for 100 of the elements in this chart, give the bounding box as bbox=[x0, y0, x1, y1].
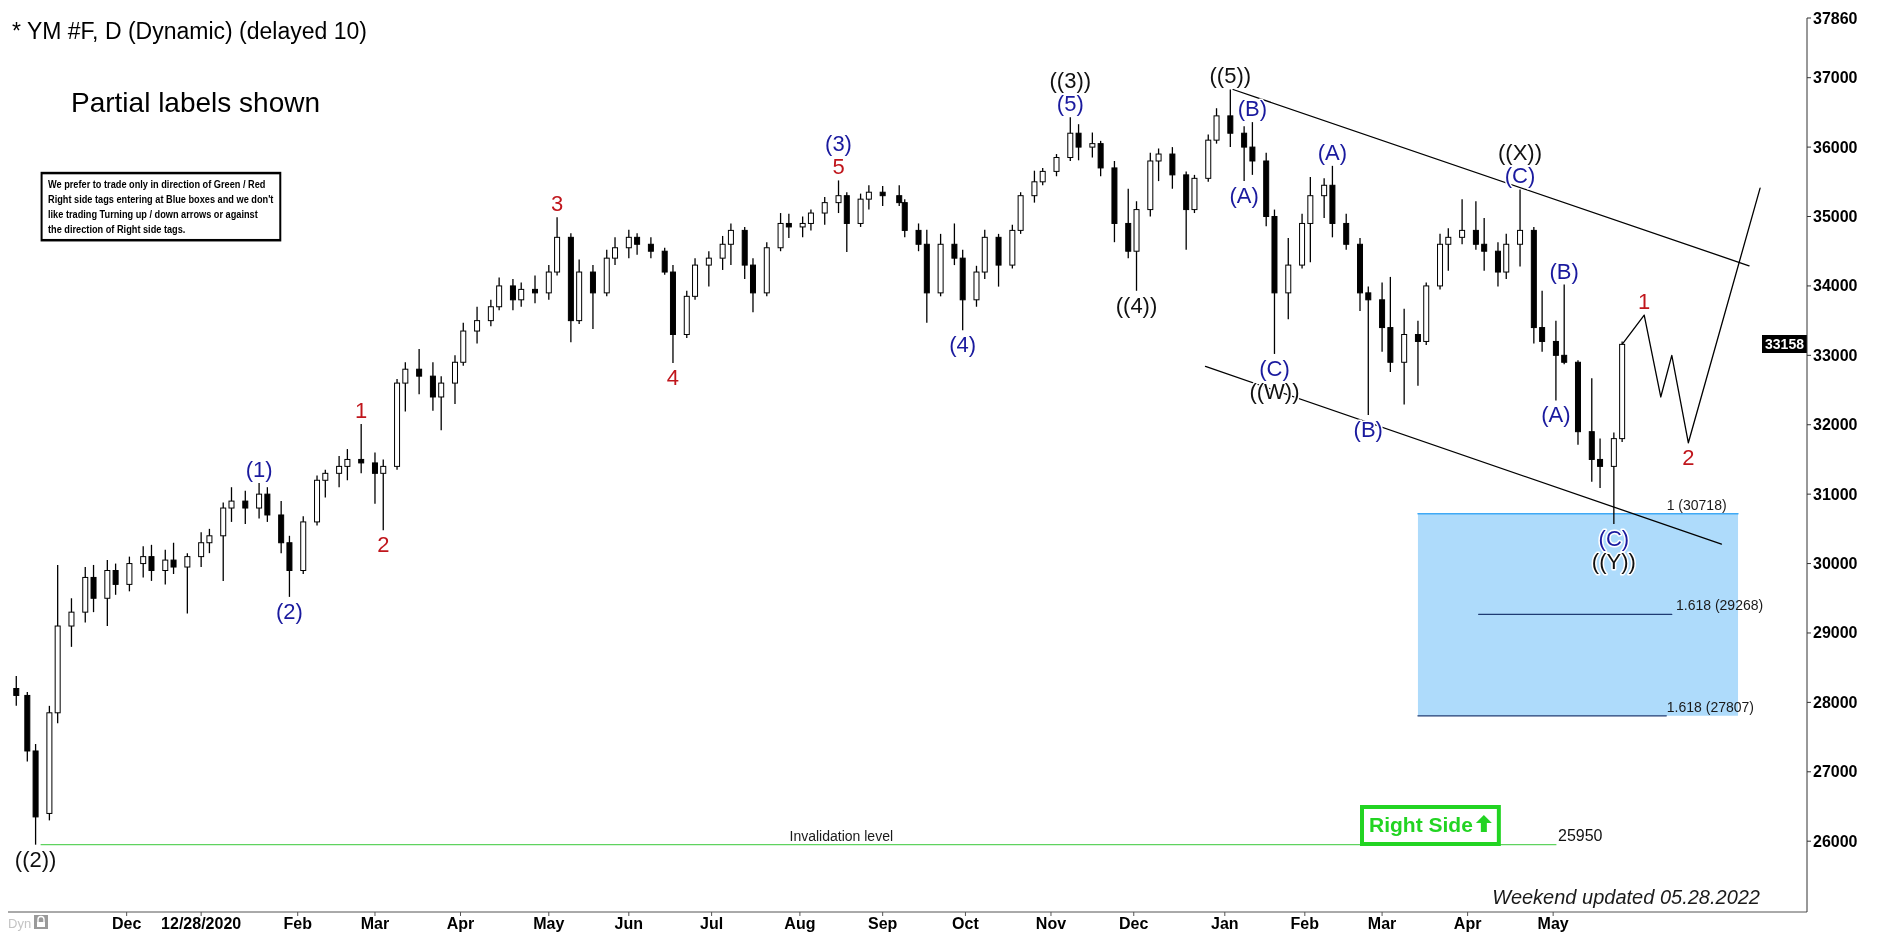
annotation: (2) bbox=[275, 598, 303, 624]
x-tick-label: Dec bbox=[1119, 915, 1149, 932]
candlestick bbox=[589, 264, 596, 330]
candlestick bbox=[625, 229, 632, 259]
annotation: (A) bbox=[1317, 139, 1348, 165]
candlestick bbox=[148, 544, 155, 582]
annotation: (A) bbox=[1541, 401, 1571, 427]
candlestick bbox=[1343, 213, 1350, 251]
annotation: Partial labels shown bbox=[71, 87, 321, 118]
candlestick bbox=[799, 215, 806, 238]
candlestick bbox=[1597, 437, 1604, 489]
candlestick bbox=[451, 354, 458, 405]
x-tick-label: Sep bbox=[868, 915, 898, 932]
annotation: 4 bbox=[666, 364, 680, 390]
x-tick-label: Nov bbox=[1035, 915, 1067, 932]
annotation: 2 bbox=[377, 531, 390, 557]
y-tick-label: 32000 bbox=[1813, 416, 1858, 434]
annotation: 2 bbox=[1682, 444, 1695, 470]
candlestick bbox=[1445, 227, 1452, 272]
candlestick bbox=[532, 274, 539, 304]
candlestick bbox=[162, 549, 169, 586]
annotation: 3 bbox=[550, 190, 564, 216]
annotation: We prefer to trade only in direction of Green / Red Right side tags entering at Blue boxes and we don't like trading Turning up / down arrows or against the direction of Right side tags. bbox=[48, 178, 274, 236]
candlestick bbox=[509, 278, 516, 311]
y-tick-label: 37000 bbox=[1813, 69, 1858, 87]
x-tick-label: Dec bbox=[111, 915, 142, 932]
annotation: ((5)) bbox=[1209, 62, 1252, 88]
candlestick bbox=[1169, 146, 1176, 190]
candlestick bbox=[256, 482, 263, 520]
y-tick-label: 30000 bbox=[1813, 555, 1858, 573]
y-tick-label: 28000 bbox=[1813, 693, 1858, 711]
candlestick bbox=[322, 469, 329, 499]
candlestick bbox=[112, 562, 119, 596]
annotation: (B) bbox=[1237, 95, 1268, 121]
candlestick bbox=[647, 236, 654, 259]
candlestick bbox=[1414, 319, 1421, 387]
y-tick-label: 37860 bbox=[1813, 9, 1858, 27]
candlestick bbox=[184, 552, 191, 615]
candlestick bbox=[1031, 170, 1038, 204]
y-tick-label: 33000 bbox=[1813, 346, 1858, 364]
annotation: 1.618 (29268) bbox=[1676, 597, 1764, 613]
candlestick bbox=[371, 451, 378, 505]
candlestick bbox=[496, 276, 503, 311]
y-tick-label: 35000 bbox=[1813, 208, 1858, 226]
candlestick bbox=[140, 545, 147, 579]
x-tick-label: Mar bbox=[360, 915, 390, 932]
candlestick bbox=[344, 448, 351, 481]
candlestick bbox=[785, 213, 792, 239]
annotation: (B) bbox=[1549, 258, 1579, 284]
candlestick bbox=[487, 299, 494, 327]
candlestick bbox=[879, 185, 886, 207]
annotation: (1) bbox=[245, 456, 273, 482]
x-tick-label: Apr bbox=[1453, 915, 1482, 932]
annotation: 1 bbox=[1638, 288, 1651, 314]
candlestick bbox=[1321, 177, 1328, 219]
candlestick bbox=[228, 486, 235, 523]
candlestick bbox=[1539, 290, 1546, 353]
candlestick bbox=[719, 235, 726, 271]
candlestick bbox=[1494, 241, 1501, 288]
candlestick bbox=[1075, 123, 1082, 161]
chart-title: * YM #F, D (Dynamic) (delayed 10) bbox=[12, 18, 367, 44]
candlestick bbox=[474, 306, 481, 345]
x-tick-label: Apr bbox=[446, 915, 475, 932]
candlestick bbox=[264, 486, 271, 523]
y-tick-label: 27000 bbox=[1813, 763, 1858, 781]
annotation: (A) bbox=[1229, 182, 1259, 208]
candlestick bbox=[1459, 198, 1466, 245]
candlestick bbox=[1472, 200, 1479, 251]
annotation: 1.618 (27807) bbox=[1666, 698, 1755, 715]
candlestick bbox=[951, 222, 958, 266]
candlestick bbox=[380, 458, 387, 531]
y-tick-label: 36000 bbox=[1813, 138, 1858, 156]
x-tick-label: Jul bbox=[700, 915, 724, 932]
x-tick-label: 12/28/2020 bbox=[161, 915, 242, 932]
candlestick bbox=[835, 179, 842, 214]
candlestick bbox=[336, 455, 343, 488]
candlestick bbox=[1249, 121, 1256, 176]
annotation: Invalidation level bbox=[789, 827, 894, 844]
candlestick bbox=[634, 232, 641, 256]
candlestick bbox=[661, 247, 668, 276]
candlestick bbox=[1155, 147, 1162, 182]
candlestick bbox=[13, 675, 20, 707]
text: Dyn bbox=[8, 916, 32, 931]
y-tick-label: 26000 bbox=[1813, 832, 1858, 850]
candlestick bbox=[518, 281, 525, 308]
candlestick bbox=[727, 222, 734, 266]
candlestick bbox=[865, 184, 872, 211]
candlestick bbox=[170, 542, 177, 575]
x-tick-label: May bbox=[533, 915, 565, 932]
x-tick-label: Oct bbox=[952, 915, 980, 932]
annotation: (4) bbox=[949, 331, 977, 357]
candlestick bbox=[402, 361, 409, 413]
x-tick-label: Jun bbox=[614, 915, 644, 932]
x-tick-label: Feb bbox=[1290, 915, 1320, 932]
x-tick-label: May bbox=[1537, 915, 1569, 932]
candlestick bbox=[90, 564, 97, 613]
candlestick bbox=[126, 555, 133, 592]
candlestick bbox=[1365, 285, 1372, 416]
annotation: 5 bbox=[832, 153, 845, 179]
candlestick bbox=[915, 222, 922, 252]
